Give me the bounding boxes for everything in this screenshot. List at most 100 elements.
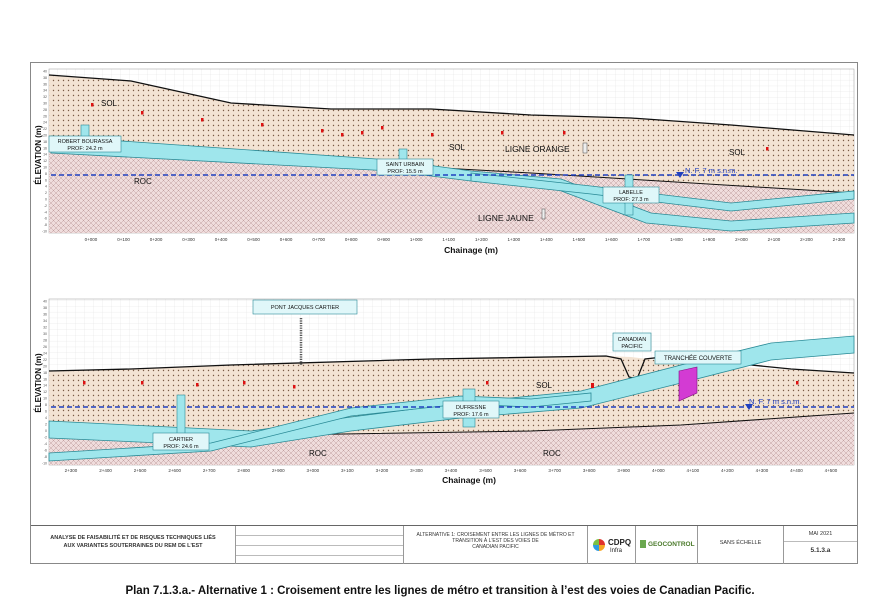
title-block-project: ANALYSE DE FAISABILITÉ ET DE RISQUES TEC…: [31, 526, 235, 564]
x-tick-label: 4+100: [686, 468, 699, 473]
x-tick-label: 2+300: [833, 237, 846, 242]
bottom-y-tick-label: 12: [43, 390, 47, 394]
bottom-y-tick-label: 18: [43, 371, 47, 375]
bottom-y-tick-label: 22: [43, 358, 47, 362]
top-y-tick-label: 26: [43, 114, 47, 118]
x-tick-label: 2+700: [203, 468, 216, 473]
cdpq-logo-text: CDPQ: [608, 538, 632, 547]
bottom-rock-layer: [49, 413, 854, 465]
title-block-description: ALTERNATIVE 1: CROISEMENT ENTRE LES LIGN…: [403, 526, 587, 564]
x-tick-label: 1+600: [605, 237, 618, 242]
bottom-y-tick-label: 26: [43, 345, 47, 349]
bottom-metro-tunnel: [48, 392, 592, 462]
bottom-y-tick-label: -6: [44, 449, 47, 453]
x-tick-label: 2+300: [65, 468, 78, 473]
top-y-tick-label: 30: [43, 102, 47, 106]
x-tick-label: 1+900: [703, 237, 716, 242]
bottom-y-tick-label: 30: [43, 332, 47, 336]
bottom-y-tick-label: 20: [43, 364, 47, 368]
figure-caption: Plan 7.1.3.a.- Alternative 1 : Croisemen…: [125, 585, 755, 597]
top-y-tick-label: 2: [45, 191, 47, 195]
x-tick-label: 0+900: [377, 237, 390, 242]
x-tick-label: 3+300: [410, 468, 423, 473]
bottom-y-tick-label: 38: [43, 306, 47, 310]
desc-line-3: CANADIAN PACIFIC: [472, 544, 519, 550]
geocontrol-logo: GEOCONTROL: [635, 526, 697, 564]
x-tick-label: 3+500: [479, 468, 492, 473]
date-text: MAI 2021: [784, 531, 857, 542]
bottom-callout-dufresne-prof: PROF: 17.6 m: [453, 412, 489, 418]
top-pin-jaune: [541, 208, 546, 220]
project-title-1: ANALYSE DE FAISABILITÉ ET DE RISQUES TEC…: [50, 535, 216, 541]
top-y-tick-label: -10: [42, 230, 47, 234]
top-y-tick-label: 34: [43, 89, 47, 93]
bottom-shaft-cartier: [176, 394, 186, 438]
bottom-y-tick-label: 2: [45, 423, 47, 427]
bottom-callout-cartier-name: CARTIER: [169, 437, 193, 443]
bottom-callout-cp-1: CANADIAN: [618, 337, 646, 343]
bottom-profile: [48, 298, 855, 466]
top-soil-label-2: SOL: [449, 143, 466, 152]
top-y-tick-label: 18: [43, 140, 47, 144]
top-y-tick-label: 8: [45, 172, 47, 176]
bottom-x-tick-labels: 2+300 2+400 2+500 2+600 2+700 2+800 2+900 3+000…: [65, 468, 838, 473]
top-y-tick-label: 16: [43, 146, 47, 150]
x-tick-label: 3+600: [514, 468, 527, 473]
top-y-tick-label: 36: [43, 82, 47, 86]
top-y-tick-label: 4: [45, 185, 47, 189]
x-tick-label: 2+100: [768, 237, 781, 242]
profile-drawings: ÉLEVATION (m) 0+000 0+100 0+200 0+300 0+400 0…: [34, 68, 855, 485]
x-tick-label: 0+800: [345, 237, 358, 242]
bottom-rock-label-1: ROC: [309, 449, 327, 458]
cdpq-logo-infra: Infra: [610, 548, 623, 554]
bottom-callout-cartier: [152, 432, 210, 451]
plan-number: 5.1.3.a: [810, 547, 831, 554]
x-tick-label: 4+400: [790, 468, 803, 473]
top-y-tick-label: 28: [43, 108, 47, 112]
top-y-tick-label: 0: [45, 198, 47, 202]
x-tick-label: 0+000: [85, 237, 98, 242]
bottom-covered-trench: [678, 366, 698, 402]
bottom-y-tick-label: 40: [43, 300, 47, 304]
top-callout-labelle: [602, 186, 660, 204]
top-callout-labelle-name: LABELLE: [619, 190, 643, 196]
bottom-y-tick-label: 36: [43, 312, 47, 316]
top-y-axis-label: ÉLEVATION (m): [34, 125, 43, 185]
drawing-sheet: ÉLEVATION (m) 0+000 0+100 0+200 0+300 0+400 0…: [30, 62, 858, 564]
cdpq-logo-icon: [593, 539, 605, 551]
title-block: ANALYSE DE FAISABILITÉ ET DE RISQUES TEC…: [31, 525, 857, 564]
bottom-callout-dufresne: [442, 400, 500, 419]
top-y-tick-label: 6: [45, 178, 47, 182]
x-tick-label: 1+300: [507, 237, 520, 242]
bottom-y-tick-label: 24: [43, 351, 47, 355]
top-callout-robert-prof: PROF: 24.2 m: [67, 146, 103, 152]
top-callout-urbain: [376, 158, 434, 176]
top-y-tick-label: 32: [43, 95, 47, 99]
x-tick-label: 2+800: [237, 468, 250, 473]
top-x-tick-labels: 0+000 0+100 0+200 0+300 0+400 0+500 0+600 0+700…: [85, 237, 846, 242]
x-tick-label: 2+900: [272, 468, 285, 473]
top-y-tick-label: 38: [43, 76, 47, 80]
x-tick-label: 1+200: [475, 237, 488, 242]
bottom-callout-cp: [612, 332, 652, 352]
bottom-boreholes: [83, 381, 799, 389]
x-tick-label: 0+200: [150, 237, 163, 242]
bottom-water-table-marker: [745, 404, 753, 410]
x-tick-label: 2+500: [134, 468, 147, 473]
x-tick-label: 3+400: [445, 468, 458, 473]
top-y-tick-label: -8: [44, 223, 47, 227]
bottom-y-tick-label: 16: [43, 377, 47, 381]
x-tick-label: 1+800: [670, 237, 683, 242]
bottom-y-tick-label: -4: [44, 442, 47, 446]
bottom-y-tick-label: -2: [44, 436, 47, 440]
top-callout-robert-name: ROBERT BOURASSA: [58, 139, 113, 145]
x-tick-label: 2+200: [800, 237, 813, 242]
top-water-table-marker: [676, 172, 684, 178]
bottom-y-tick-label: 4: [45, 416, 47, 420]
bottom-callout-cp-2: PACIFIC: [621, 344, 642, 350]
top-callout-urbain-prof: PROF: 15.5 m: [387, 169, 423, 175]
bottom-y-tick-label: 6: [45, 410, 47, 414]
top-soil-label-1: SOL: [101, 99, 118, 108]
top-x-axis-label: Chainage (m): [444, 245, 498, 255]
top-callout-robert: [48, 135, 122, 153]
